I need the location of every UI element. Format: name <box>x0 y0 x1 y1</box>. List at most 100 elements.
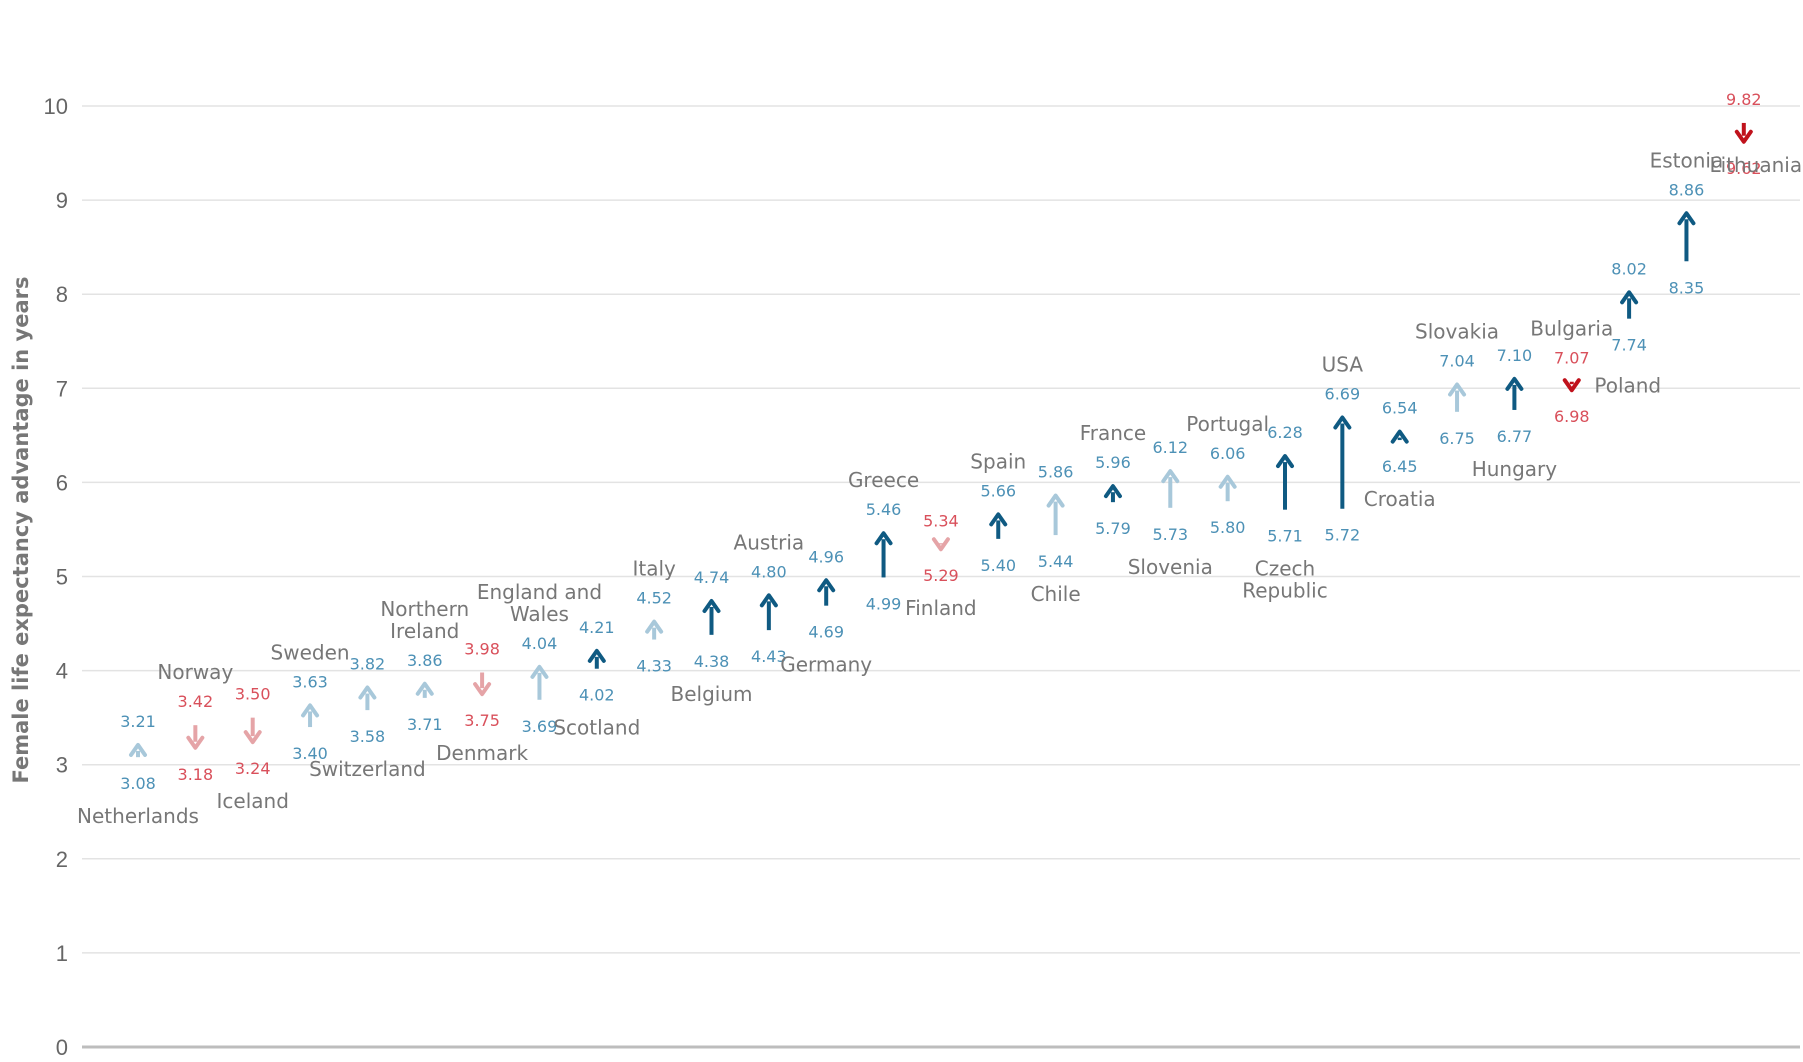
value-label: 3.40 <box>292 744 328 763</box>
country-label-line: Finland <box>905 596 976 620</box>
value-label: 4.33 <box>636 657 672 676</box>
value-label: 6.75 <box>1439 429 1475 448</box>
value-label: 8.02 <box>1611 259 1647 278</box>
value-label: 5.46 <box>866 500 902 519</box>
value-label: 3.82 <box>350 655 386 674</box>
country-label: Sweden <box>271 640 350 664</box>
arrow-head <box>186 735 205 750</box>
arrow-head <box>989 512 1008 527</box>
y-tick-label: 0 <box>56 1035 68 1060</box>
value-label: 5.29 <box>923 566 959 585</box>
value-label: 4.02 <box>579 686 615 705</box>
country-label: Switzerland <box>309 757 426 781</box>
value-label: 3.08 <box>120 774 156 793</box>
arrow-head <box>931 537 950 552</box>
country-label: USA <box>1322 352 1364 376</box>
value-label: 3.75 <box>464 711 500 730</box>
value-label: 9.82 <box>1726 90 1762 109</box>
arrow-head <box>1161 469 1180 484</box>
y-tick-label: 6 <box>56 470 68 495</box>
country-label: Chile <box>1031 582 1081 606</box>
country-label: Austria <box>734 530 805 554</box>
country-label-line: Switzerland <box>309 757 426 781</box>
country-label-line: Scotland <box>553 716 640 740</box>
value-label: 3.21 <box>120 712 156 731</box>
value-label: 4.52 <box>636 589 672 608</box>
value-label: 6.54 <box>1382 399 1418 418</box>
country-label-line: Northern <box>380 597 469 621</box>
value-label: 6.45 <box>1382 457 1418 476</box>
value-label: 5.71 <box>1267 527 1303 546</box>
arrow-head <box>1333 415 1352 430</box>
value-label: 5.73 <box>1152 525 1188 544</box>
arrow-head <box>1677 211 1696 226</box>
country-label: Czech Republic <box>1242 557 1327 603</box>
country-label: Finland <box>905 596 976 620</box>
country-label-line: Croatia <box>1364 487 1436 511</box>
country-label-line: Poland <box>1594 373 1661 397</box>
country-labels: Netherlands Norway Iceland Sweden Switzerlan… <box>77 148 1802 828</box>
arrow-head <box>301 703 320 718</box>
country-label-line: Lithuania <box>1709 153 1802 177</box>
value-label: 4.21 <box>579 618 615 637</box>
value-label: 3.58 <box>350 727 386 746</box>
arrow-head <box>645 619 664 634</box>
value-label: 3.71 <box>407 715 443 734</box>
value-label: 7.04 <box>1439 352 1475 371</box>
value-label: 3.98 <box>464 639 500 658</box>
arrow-head <box>1276 454 1294 469</box>
y-tick-label: 10 <box>44 94 68 119</box>
country-label-line: Germany <box>780 653 872 677</box>
arrow-head <box>129 742 147 757</box>
value-label: 4.38 <box>694 652 730 671</box>
country-label-line: Ireland <box>390 619 459 643</box>
value-label: 6.28 <box>1267 423 1303 442</box>
country-label: Portugal <box>1186 412 1269 436</box>
value-label: 5.80 <box>1210 518 1246 537</box>
value-label: 5.66 <box>980 481 1016 500</box>
value-label: 5.86 <box>1038 463 1074 482</box>
value-label: 6.69 <box>1325 384 1361 403</box>
value-label: 3.42 <box>178 692 214 711</box>
country-label-line: Netherlands <box>77 804 199 828</box>
country-label: Denmark <box>436 741 528 765</box>
value-label: 9.62 <box>1726 159 1762 178</box>
value-label: 6.06 <box>1210 444 1246 463</box>
value-label: 8.35 <box>1669 278 1705 297</box>
value-label: 4.04 <box>522 634 558 653</box>
country-label-line: Norway <box>157 660 233 684</box>
country-label: Northern Ireland <box>380 597 469 643</box>
arrow-head <box>817 578 836 593</box>
country-label: Norway <box>157 660 233 684</box>
y-tick-label: 4 <box>56 659 68 684</box>
country-label-line: Iceland <box>217 789 289 813</box>
country-label: Slovakia <box>1415 320 1499 344</box>
value-label: 3.50 <box>235 685 271 704</box>
y-tick-label: 1 <box>56 941 68 966</box>
arrow-head <box>702 598 721 613</box>
country-label-line: Greece <box>848 468 919 492</box>
country-label-line: Slovenia <box>1128 555 1213 579</box>
country-label-line: USA <box>1322 352 1364 376</box>
y-tick-label: 2 <box>56 847 68 872</box>
arrow-head <box>1505 376 1524 391</box>
arrow-head <box>1218 474 1237 489</box>
arrow-head <box>1448 382 1467 397</box>
country-label-line: Denmark <box>436 741 528 765</box>
value-label: 7.07 <box>1554 349 1590 368</box>
country-label: Hungary <box>1472 457 1558 481</box>
value-label: 7.74 <box>1611 336 1647 355</box>
country-label: Croatia <box>1364 487 1436 511</box>
country-label: Slovenia <box>1128 555 1213 579</box>
country-label-line: Italy <box>632 557 676 581</box>
value-label: 3.63 <box>292 672 328 691</box>
country-label: Bulgaria <box>1530 317 1613 341</box>
arrow-head <box>759 593 778 608</box>
country-label: Germany <box>780 653 872 677</box>
arrow-head <box>415 681 434 696</box>
value-labels: 3.21 3.08 3.42 3.18 3.50 3.24 3.63 3.40 3.82 3.58… <box>120 90 1761 793</box>
value-label: 3.24 <box>235 759 271 778</box>
country-label: England and Wales <box>477 580 602 626</box>
country-label: Italy <box>632 557 676 581</box>
